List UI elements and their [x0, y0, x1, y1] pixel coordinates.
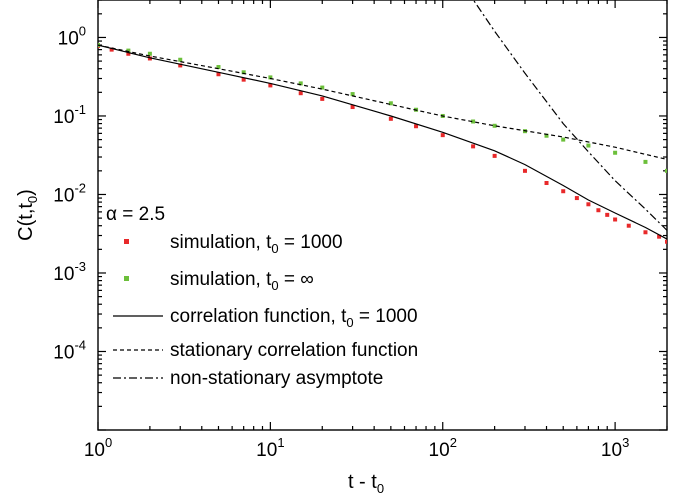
data-point [544, 181, 549, 186]
legend-label: non-stationary asymptote [170, 368, 383, 389]
data-point [586, 202, 591, 207]
data-point [178, 57, 183, 62]
data-point [414, 124, 419, 129]
data-point [492, 153, 497, 158]
y-tick-label: 10-4 [53, 337, 86, 363]
data-point [241, 77, 246, 82]
data-point [320, 85, 325, 90]
data-point [596, 208, 601, 213]
data-point [178, 63, 183, 68]
legend: α = 2.5 simulation, t0 = 1000 simulation,… [106, 204, 418, 389]
x-tick-label: 100 [84, 435, 112, 461]
x-tick-label: 102 [429, 435, 457, 461]
data-point [643, 159, 648, 164]
x-tick-label: 101 [256, 435, 284, 461]
data-point [298, 91, 303, 96]
data-point [440, 133, 445, 138]
legend-label: correlation function, t0 = 1000 [170, 306, 418, 330]
series-4-line [472, 0, 667, 231]
data-point [544, 133, 549, 138]
data-point [561, 137, 566, 142]
data-point [613, 217, 618, 222]
data-point [298, 81, 303, 86]
data-point [241, 70, 246, 75]
x-axis-label: t - t0 [348, 471, 384, 496]
data-point [350, 92, 355, 97]
plot-frame [97, 0, 668, 431]
legend-label: stationary correlation function [170, 340, 418, 361]
data-point [522, 168, 527, 173]
y-axis-label: C(t,t0) [15, 189, 40, 241]
legend-label: simulation, t0 = ∞ [170, 269, 314, 293]
data-point [320, 96, 325, 101]
series-0-points [98, 43, 667, 244]
data-point [471, 119, 476, 124]
x-tick-label: 103 [601, 435, 629, 461]
data-point [268, 75, 273, 80]
axis-ticks [97, 0, 668, 431]
data-point [657, 234, 662, 239]
data-point [216, 65, 221, 70]
data-point [586, 143, 591, 148]
data-point [471, 144, 476, 149]
y-tick-label: 10-2 [53, 180, 86, 206]
data-point [643, 230, 648, 235]
y-tick-label: 10-1 [53, 102, 86, 128]
data-layer [98, 0, 667, 244]
data-point [350, 105, 355, 110]
data-point [126, 51, 131, 56]
legend-header: α = 2.5 [106, 204, 165, 225]
tick-labels: 100 101 102 103 10-4 10-3 10-2 10-1 100 [53, 23, 629, 461]
y-tick-label: 10-3 [53, 259, 86, 285]
data-point [561, 189, 566, 194]
data-point [605, 212, 610, 217]
data-point [574, 196, 579, 201]
y-tick-label: 100 [58, 23, 86, 49]
data-point [126, 48, 131, 53]
data-point [388, 116, 393, 121]
data-point [109, 47, 114, 52]
data-point [665, 168, 667, 173]
series-2-line [98, 44, 667, 240]
data-point [626, 223, 631, 228]
legend-swatch [124, 239, 129, 244]
data-point [147, 56, 152, 61]
data-point [147, 51, 152, 56]
data-point [216, 72, 221, 77]
data-point [665, 239, 667, 244]
data-point [613, 150, 618, 155]
data-point [492, 123, 497, 128]
series-3-line [98, 44, 667, 160]
data-point [268, 83, 273, 88]
legend-label: simulation, t0 = 1000 [170, 232, 343, 256]
data-point [388, 101, 393, 106]
legend-swatch [124, 276, 129, 281]
